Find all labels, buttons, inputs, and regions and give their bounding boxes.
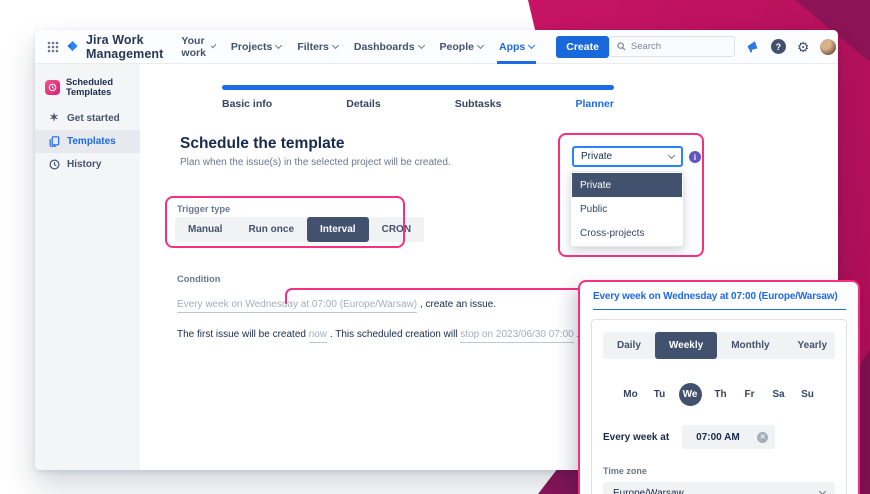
chevron-down-icon [476,41,485,49]
every-week-at-label: Every week at [603,431,670,443]
schedule-editor-panel: Every week on Wednesday at 07:00 (Europe… [578,280,860,494]
chevron-down-icon [331,41,339,49]
time-value: 07:00 AM [696,431,740,443]
chevron-down-icon [275,41,283,49]
time-input[interactable]: 07:00 AM ✕ [682,425,776,449]
condition-sentence-2: The first issue will be created now . Th… [177,329,580,343]
sidebar-app-name: Scheduled Templates [66,77,114,98]
weekday-su[interactable]: Su [801,389,814,400]
stepper-progress-bar [222,85,614,90]
x-clear-icon[interactable]: ✕ [757,431,769,443]
nav-menu-people[interactable]: People [440,30,485,64]
frequency-segmented-control: Daily Weekly Monthly Yearly [603,332,835,359]
time-row: Every week at 07:00 AM ✕ [603,425,835,449]
weekday-fr[interactable]: Fr [744,389,755,400]
weekday-mo[interactable]: Mo [623,389,638,400]
frequency-tab-daily[interactable]: Daily [603,332,655,359]
scheduled-templates-app-icon [45,79,60,95]
chevron-down-icon [417,41,425,49]
visibility-dropdown-menu: Private Public Cross-projects [570,171,684,247]
timezone-label: Time zone [603,466,647,476]
trigger-option-run-once[interactable]: Run once [235,217,307,242]
schedule-summary-title: Every week on Wednesday at 07:00 (Europe… [593,291,838,302]
condition-static-text: . [577,329,580,340]
first-issue-time-field[interactable]: now [308,329,328,343]
chevron-down-icon [210,42,217,48]
visibility-select[interactable]: Private [572,146,683,167]
nav-menu-filters[interactable]: Filters [297,30,339,64]
info-icon[interactable]: i [689,151,701,163]
chevron-down-icon [528,41,536,49]
stop-condition-field[interactable]: stop on 2023/06/30 07:00 [460,329,574,343]
title-underline [593,309,846,310]
nav-menu-dashboards[interactable]: Dashboards [354,30,425,64]
search-input[interactable] [630,41,721,52]
sidebar-item-templates[interactable]: Templates [35,130,140,154]
condition-static-text: The first issue will be created [177,329,306,340]
trigger-option-cron[interactable]: CRON [369,217,424,242]
nav-right-cluster: ? ⚙ [608,36,837,57]
nav-menu-your-work[interactable]: Your work [181,30,217,64]
condition-sentence-1: Every week on Wednesday at 07:00 (Europe… [177,299,497,313]
schedule-editor-card: Daily Weekly Monthly Yearly Mo Tu We Th … [591,319,847,494]
condition-label: Condition [177,274,221,284]
sparkle-icon: ✶ [49,112,59,125]
nav-menu-apps[interactable]: Apps [496,30,537,64]
create-button[interactable]: Create [556,35,609,58]
app-switcher-grid-icon[interactable] [47,41,59,53]
weekday-selector: Mo Tu We Th Fr Sa Su [603,383,835,406]
weekday-sa[interactable]: Sa [772,389,785,400]
nav-menus: Your work Projects Filters Dashboards Pe… [181,30,537,64]
timezone-value: Europe/Warsaw [613,487,684,494]
history-clock-icon [48,159,60,170]
step-details[interactable]: Details [346,98,381,110]
step-basic-info[interactable]: Basic info [222,98,273,110]
search-icon [617,42,626,51]
schedule-expression-field[interactable]: Every week on Wednesday at 07:00 (Europe… [177,299,418,313]
help-icon[interactable]: ? [770,39,786,54]
templates-copy-icon [48,136,60,148]
condition-static-text: , create an issue. [419,299,497,310]
user-avatar[interactable] [820,38,837,55]
visibility-option-cross-projects[interactable]: Cross-projects [580,227,645,239]
app-title[interactable]: Jira Work Management [86,32,164,61]
trigger-type-segmented-control: Manual Run once Interval CRON [175,217,425,242]
nav-menu-projects[interactable]: Projects [231,30,283,64]
chevron-down-icon [818,487,827,494]
weekday-we[interactable]: We [678,383,702,406]
page-subtitle: Plan when the issue(s) in the selected p… [180,157,451,168]
frequency-tab-monthly[interactable]: Monthly [717,332,783,359]
condition-static-text: . This scheduled creation will [329,329,458,340]
step-planner[interactable]: Planner [575,98,614,110]
step-subtasks[interactable]: Subtasks [454,98,502,110]
announcement-megaphone-icon[interactable] [746,40,760,53]
timezone-select[interactable]: Europe/Warsaw [603,482,835,494]
sidebar-app-header: Scheduled Templates [35,77,140,107]
sidebar-item-get-started[interactable]: ✶ Get started [49,112,120,125]
search-box[interactable] [608,36,735,57]
frequency-tab-yearly[interactable]: Yearly [784,332,841,359]
top-navigation-bar: Jira Work Management Your work Projects … [35,30,838,64]
nav-left-cluster: Jira Work Management Your work Projects … [47,30,609,64]
stepper: Basic info Details Subtasks Planner [222,98,614,110]
settings-gear-icon[interactable]: ⚙ [796,38,810,55]
frequency-tab-weekly[interactable]: Weekly [654,332,718,359]
weekday-th[interactable]: Th [714,389,727,400]
page-title: Schedule the template [180,135,345,152]
sidebar-item-history[interactable]: History [35,153,140,176]
trigger-type-label: Trigger type [177,204,231,214]
visibility-option-private[interactable]: Private [572,173,682,197]
sidebar: Scheduled Templates ✶ Get started Templa… [35,64,140,470]
trigger-option-interval[interactable]: Interval [307,217,369,242]
trigger-option-manual[interactable]: Manual [175,217,235,242]
chevron-down-icon [667,151,676,159]
jira-logo-icon [67,41,78,52]
visibility-option-public[interactable]: Public [580,203,608,215]
weekday-tu[interactable]: Tu [653,389,666,400]
